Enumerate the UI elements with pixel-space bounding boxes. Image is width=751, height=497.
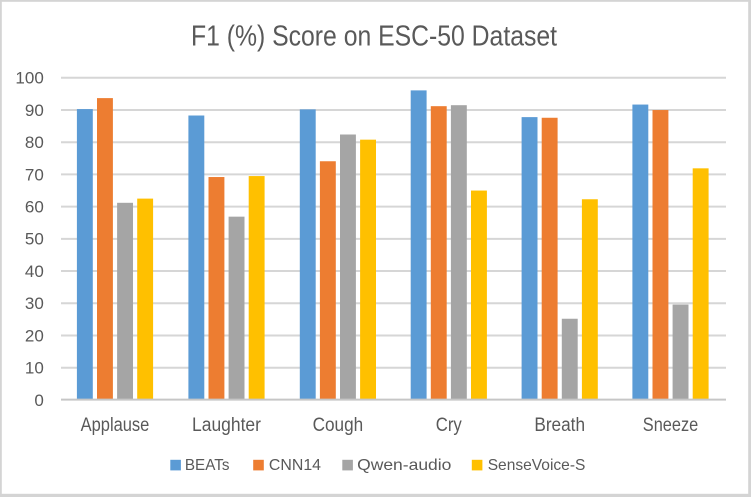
- svg-text:30: 30: [25, 294, 44, 313]
- svg-text:BEATs: BEATs: [185, 457, 230, 474]
- svg-text:100: 100: [15, 69, 43, 88]
- svg-text:Applause: Applause: [81, 414, 150, 436]
- svg-text:Sneeze: Sneeze: [643, 414, 698, 436]
- svg-text:50: 50: [25, 230, 44, 249]
- svg-text:20: 20: [25, 326, 44, 345]
- svg-text:70: 70: [25, 165, 44, 184]
- svg-text:90: 90: [25, 101, 44, 120]
- svg-text:F1 (%) Score on ESC-50 Dataset: F1 (%) Score on ESC-50 Dataset: [191, 20, 557, 52]
- svg-text:CNN14: CNN14: [269, 457, 321, 474]
- svg-text:60: 60: [25, 198, 44, 217]
- svg-text:0: 0: [34, 391, 43, 410]
- svg-text:80: 80: [25, 133, 44, 152]
- svg-text:Laughter: Laughter: [192, 414, 261, 436]
- svg-text:Cry: Cry: [436, 414, 462, 436]
- svg-text:SenseVoice-S: SenseVoice-S: [488, 457, 586, 474]
- svg-text:40: 40: [25, 262, 44, 281]
- svg-text:Qwen-audio: Qwen-audio: [357, 457, 452, 474]
- svg-text:Cough: Cough: [313, 414, 364, 436]
- svg-text:10: 10: [25, 359, 44, 378]
- svg-text:Breath: Breath: [534, 414, 585, 436]
